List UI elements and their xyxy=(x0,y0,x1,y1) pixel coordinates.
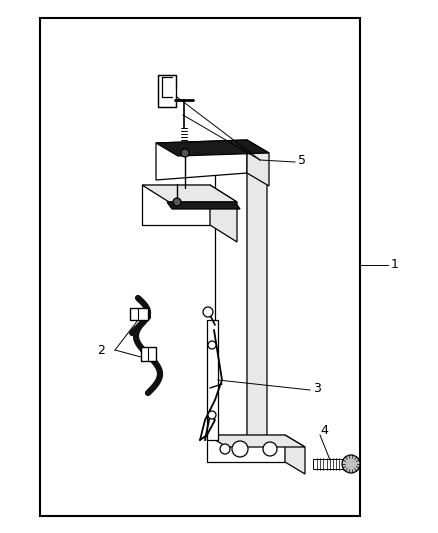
Bar xyxy=(130,308,148,320)
Text: 2: 2 xyxy=(97,343,105,357)
Text: 1: 1 xyxy=(391,259,399,271)
Circle shape xyxy=(232,441,248,457)
Polygon shape xyxy=(193,148,247,162)
Circle shape xyxy=(173,198,181,206)
Circle shape xyxy=(203,307,213,317)
Polygon shape xyxy=(210,185,237,242)
Text: 4: 4 xyxy=(320,424,328,437)
Circle shape xyxy=(342,455,360,473)
Text: 3: 3 xyxy=(313,382,321,394)
Polygon shape xyxy=(207,435,285,462)
Polygon shape xyxy=(162,77,172,97)
Polygon shape xyxy=(193,148,267,160)
Polygon shape xyxy=(207,320,218,440)
Polygon shape xyxy=(156,140,247,180)
Polygon shape xyxy=(207,435,305,447)
Polygon shape xyxy=(247,148,267,174)
Text: 5: 5 xyxy=(298,155,306,167)
Circle shape xyxy=(181,149,189,157)
Polygon shape xyxy=(156,140,269,156)
Polygon shape xyxy=(313,459,351,469)
Polygon shape xyxy=(215,152,247,450)
Circle shape xyxy=(208,341,216,349)
Circle shape xyxy=(208,411,216,419)
Circle shape xyxy=(220,444,230,454)
Polygon shape xyxy=(142,185,237,202)
Circle shape xyxy=(263,442,277,456)
Polygon shape xyxy=(142,185,210,225)
Polygon shape xyxy=(247,152,267,462)
Polygon shape xyxy=(158,75,176,107)
Polygon shape xyxy=(167,202,240,209)
Bar xyxy=(40,18,360,516)
Polygon shape xyxy=(285,435,305,474)
Polygon shape xyxy=(247,140,269,186)
Bar xyxy=(141,347,156,361)
